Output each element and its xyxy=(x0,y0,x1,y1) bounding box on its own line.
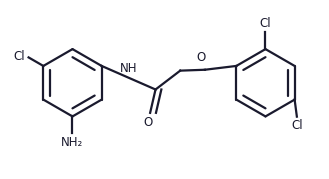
Text: Cl: Cl xyxy=(13,50,25,63)
Text: O: O xyxy=(197,51,206,64)
Text: NH₂: NH₂ xyxy=(62,136,84,149)
Text: Cl: Cl xyxy=(291,119,303,132)
Text: Cl: Cl xyxy=(260,17,271,30)
Text: NH: NH xyxy=(120,62,137,76)
Text: O: O xyxy=(144,116,153,129)
